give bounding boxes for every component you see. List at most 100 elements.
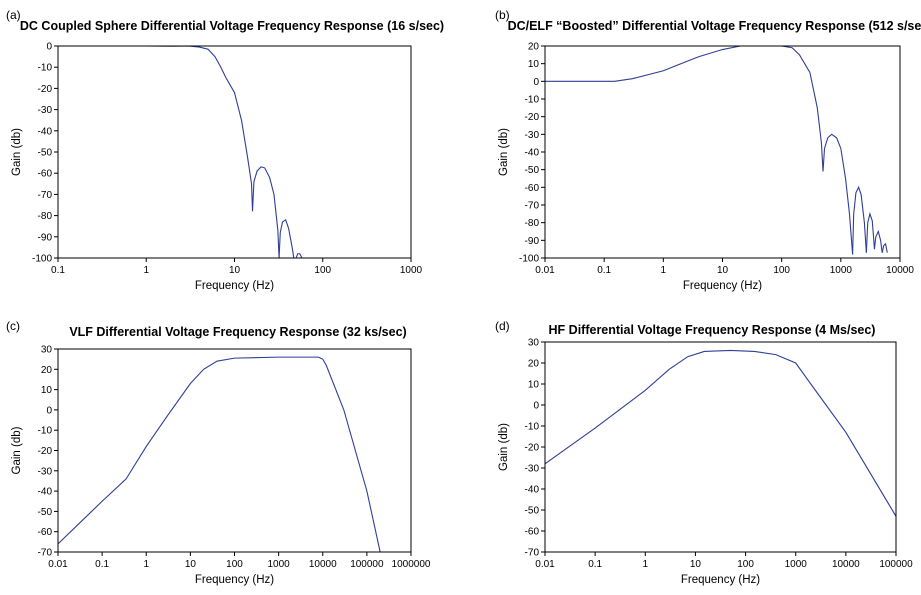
plot-frame (57, 45, 412, 259)
x-tick-label: 10 (185, 559, 197, 570)
y-tick-label: -10 (38, 63, 53, 74)
y-tick-label: -50 (525, 506, 540, 517)
y-tick-label: -40 (525, 148, 540, 159)
y-tick-label: 20 (41, 365, 53, 376)
chart-panel-2: (b)DC/ELF “Boosted” Differential Voltage… (495, 8, 921, 292)
x-tick-label: 10000 (309, 559, 337, 570)
y-tick-label: 0 (533, 401, 539, 412)
plot-frame (544, 45, 901, 259)
x-tick-label: 100000 (350, 559, 384, 570)
x-tick-label: 1000000 (392, 559, 431, 570)
chart-panel-3: (c) VLF Differential Voltage Frequency Re… (6, 319, 431, 586)
y-tick-label: -100 (519, 254, 539, 265)
y-tick-label: -90 (525, 236, 540, 247)
x-tick-label: 1000 (785, 559, 808, 570)
y-tick-label: 30 (528, 338, 540, 349)
y-axis-label: Gain (db) (11, 128, 23, 176)
y-tick-label: -20 (38, 84, 53, 95)
series-line-4 (873, 229, 883, 253)
y-tick-label: -60 (38, 169, 53, 180)
y-tick-label: -80 (38, 211, 53, 222)
y-tick-label: -40 (525, 485, 540, 496)
y-axis-label: Gain (db) (498, 423, 510, 471)
x-axis-label: Frequency (Hz) (195, 574, 274, 586)
chart-title: VLF Differential Voltage Frequency Respo… (69, 325, 406, 339)
plot-frame (57, 348, 412, 553)
y-tick-label: -30 (38, 105, 53, 116)
y-tick-label: -20 (525, 112, 540, 123)
y-tick-label: 0 (46, 42, 52, 53)
x-tick-label: 100 (226, 559, 243, 570)
series-line-2 (278, 218, 295, 259)
y-tick-label: -90 (38, 232, 53, 243)
x-tick-label: 0.1 (597, 265, 611, 276)
y-axis-label: Gain (db) (498, 128, 510, 176)
y-tick-label: 10 (528, 59, 540, 70)
x-axis-label: Frequency (Hz) (195, 280, 274, 292)
series-line-5 (881, 242, 888, 253)
y-tick-label: -70 (38, 190, 53, 201)
x-tick-label: 1000 (268, 559, 291, 570)
y-tick-label: -100 (32, 254, 52, 265)
y-tick-label: -40 (38, 487, 53, 498)
y-tick-label: 10 (41, 385, 53, 396)
x-tick-label: 10000 (832, 559, 860, 570)
y-tick-label: -30 (525, 464, 540, 475)
x-tick-label: 0.1 (588, 559, 602, 570)
series-line-1 (58, 45, 280, 259)
y-tick-label: -30 (38, 466, 53, 477)
y-tick-label: -70 (525, 548, 540, 559)
y-tick-label: -10 (525, 95, 540, 106)
series-line-3 (865, 211, 875, 253)
x-tick-label: 0.1 (95, 559, 109, 570)
y-tick-label: -10 (38, 426, 53, 437)
x-tick-label: 100 (737, 559, 754, 570)
x-tick-label: 100000 (879, 559, 913, 570)
series-line-1 (545, 45, 854, 255)
y-tick-label: -20 (525, 443, 540, 454)
y-tick-label: 0 (533, 77, 539, 88)
chart-title: DC Coupled Sphere Differential Voltage F… (20, 19, 444, 33)
x-tick-label: 1000 (400, 265, 423, 276)
chart-title: HF Differential Voltage Frequency Respon… (549, 323, 876, 337)
y-tick-label: -10 (525, 422, 540, 433)
x-axis-label: Frequency (Hz) (683, 280, 762, 292)
y-tick-label: -60 (525, 183, 540, 194)
y-tick-label: 0 (46, 405, 52, 416)
panel-label: (c) (6, 319, 20, 333)
y-tick-label: -70 (38, 548, 53, 559)
x-tick-label: 1 (643, 559, 649, 570)
x-tick-label: 0.01 (48, 559, 68, 570)
y-tick-label: -70 (525, 201, 540, 212)
y-tick-label: 20 (528, 359, 540, 370)
chart-panel-4: (d) HF Differential Voltage Frequency Res… (495, 319, 913, 586)
x-tick-label: 1 (143, 265, 149, 276)
chart-panel-1: (a)DC Coupled Sphere Differential Voltag… (6, 8, 444, 292)
x-tick-label: 10 (717, 265, 729, 276)
x-tick-label: 10000 (886, 265, 914, 276)
x-tick-label: 10 (229, 265, 241, 276)
y-tick-label: 10 (528, 380, 540, 391)
y-axis-label: Gain (db) (11, 426, 23, 474)
panel-label: (d) (495, 319, 510, 333)
y-tick-label: 20 (528, 42, 540, 53)
chart-title: DC/ELF “Boosted” Differential Voltage Fr… (508, 19, 921, 33)
y-tick-label: -60 (38, 527, 53, 538)
y-tick-label: -50 (525, 165, 540, 176)
x-tick-label: 100 (314, 265, 331, 276)
x-tick-label: 10 (690, 559, 702, 570)
x-tick-label: 0.01 (535, 265, 555, 276)
x-tick-label: 0.1 (51, 265, 65, 276)
panel-label: (b) (495, 8, 510, 22)
x-tick-label: 1 (661, 265, 667, 276)
series-line-1 (58, 356, 381, 553)
plot-frame (544, 341, 897, 553)
y-tick-label: -80 (525, 218, 540, 229)
x-tick-label: 1 (143, 559, 149, 570)
y-tick-label: -40 (38, 126, 53, 137)
series-line-2 (852, 185, 867, 255)
y-tick-label: 30 (41, 345, 53, 356)
y-tick-label: -20 (38, 446, 53, 457)
x-tick-label: 0.01 (535, 559, 555, 570)
